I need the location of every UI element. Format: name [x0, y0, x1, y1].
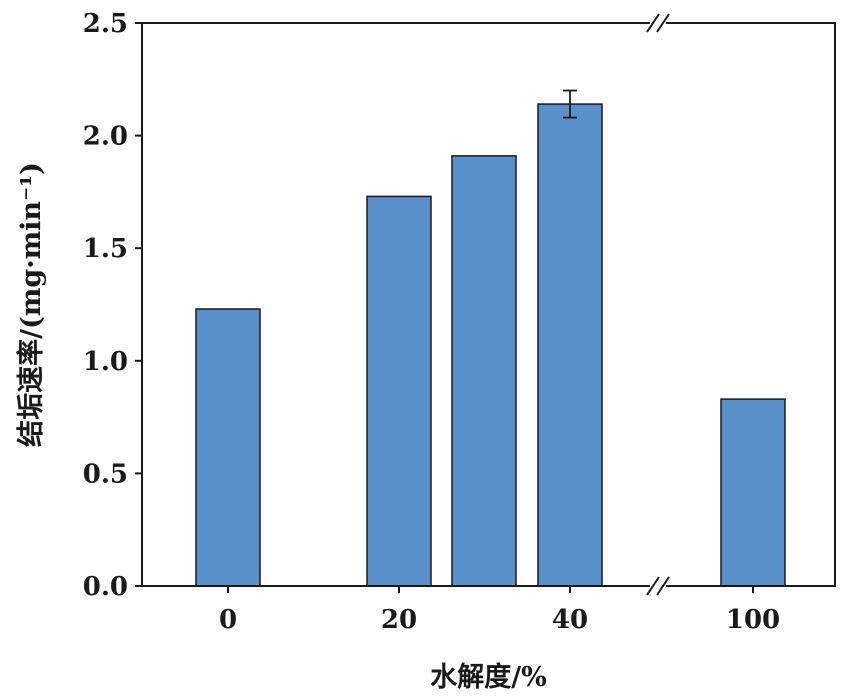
bars-group — [195, 103, 786, 587]
bar-30 — [451, 155, 517, 587]
bar-40 — [537, 103, 603, 587]
bar-0 — [195, 308, 261, 587]
y-tick-label: 1.0 — [83, 347, 128, 377]
x-tick-label: 20 — [381, 605, 417, 635]
x-axis-label: 水解度/% — [430, 661, 547, 693]
x-axis-ticks: 0 20 40 100 — [219, 586, 780, 635]
axis-break-slash — [646, 13, 660, 33]
axis-break-gap-bottom — [650, 583, 666, 589]
y-tick-label: 2.0 — [83, 122, 128, 152]
y-tick-label: 0.5 — [83, 459, 128, 489]
error-bars-group — [563, 89, 577, 119]
y-axis-ticks: 0.0 0.5 1.0 1.5 2.0 2.5 — [83, 9, 142, 602]
axis-break-slash — [646, 576, 660, 596]
axis-break-slash — [656, 13, 670, 33]
plot-frame — [141, 22, 836, 587]
axis-break-marks — [646, 13, 670, 596]
bar-20 — [366, 195, 432, 587]
bar-100 — [720, 398, 786, 587]
x-tick-label: 0 — [219, 605, 237, 635]
x-tick-label: 40 — [552, 605, 588, 635]
y-tick-label: 1.5 — [83, 234, 128, 264]
y-tick-label: 0.0 — [83, 572, 128, 602]
axis-break-slash — [656, 576, 670, 596]
axis-break-gap-top — [650, 20, 666, 26]
y-tick-label: 2.5 — [83, 9, 128, 39]
x-tick-label: 100 — [726, 605, 780, 635]
y-axis-label: 结垢速率/(mg·min⁻¹) — [15, 162, 47, 447]
